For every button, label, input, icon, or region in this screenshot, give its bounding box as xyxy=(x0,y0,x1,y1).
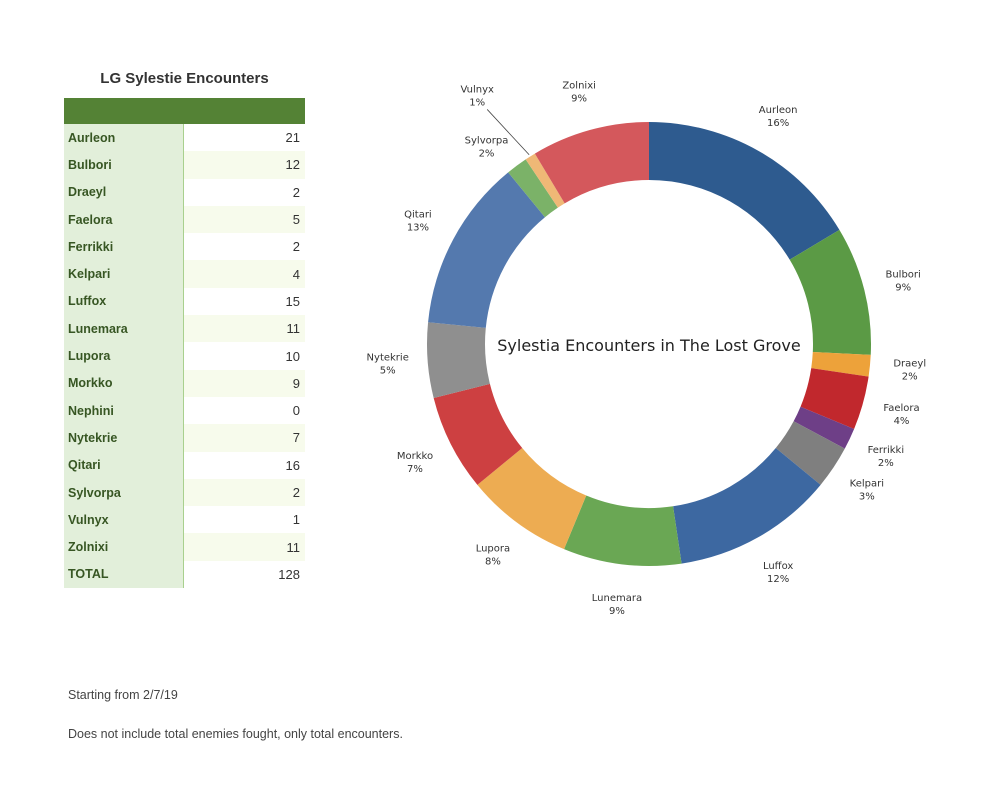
row-value: 5 xyxy=(184,205,305,234)
row-value: 11 xyxy=(184,533,305,561)
row-value: 10 xyxy=(285,348,300,364)
table-row: Vulnyx 1 xyxy=(64,506,305,534)
leader-line xyxy=(486,109,530,156)
slice-sylvorpa xyxy=(508,159,558,218)
slice-label-draeyl: Draeyl 2% xyxy=(893,359,926,383)
slice-label-zolnixi: Zolnixi 9% xyxy=(562,80,596,104)
slice-label-nytekrie: Nytekrie 5% xyxy=(367,352,409,376)
slice-label-faelora: Faelora 4% xyxy=(883,403,919,427)
slice-label-aurleon: Aurleon 16% xyxy=(759,105,798,129)
slice-label-ferrikki: Ferrikki 2% xyxy=(868,445,905,469)
table-row: Kelpari 4 xyxy=(64,260,305,288)
chart-slices xyxy=(427,122,872,566)
slice-label-sylvorpa: Sylvorpa 2% xyxy=(465,135,509,159)
row-value: 21 xyxy=(285,130,300,146)
slice-draeyl xyxy=(811,352,871,377)
row-name: Nytekrie xyxy=(64,424,184,452)
donut-chart: Aurleon 16% Bulbori 9% Draeyl 2% Faelora 4% Ferr… xyxy=(367,80,927,617)
row-value: 11 xyxy=(184,315,305,343)
table-row: Zolnixi 11 xyxy=(64,533,305,561)
slice-label-qitari: Qitari 13% xyxy=(404,209,432,233)
row-value: 16 xyxy=(285,457,300,473)
slice-label-lupora: Lupora 8% xyxy=(476,543,510,567)
slice-label-morkko: Morkko 7% xyxy=(397,451,433,475)
slice-zolnixi xyxy=(534,122,649,204)
row-value: 2 xyxy=(292,239,300,255)
row-value: 12 xyxy=(184,151,305,179)
row-name: Bulbori xyxy=(64,151,184,179)
table-row: Lupora 10 xyxy=(64,342,305,370)
slice-qitari xyxy=(428,172,545,328)
slice-kelpari xyxy=(775,421,845,485)
table-row: Aurleon 21 xyxy=(64,124,305,152)
slice-faelora xyxy=(800,368,869,429)
row-name: Morkko xyxy=(64,369,184,397)
table-row: Nephini 0 xyxy=(64,396,305,425)
row-name: Lunemara xyxy=(64,315,184,343)
slice-luffox xyxy=(673,448,821,564)
row-name: Luffox xyxy=(64,287,184,316)
slice-label-luffox: Luffox 12% xyxy=(763,561,793,585)
row-name: Vulnyx xyxy=(64,506,184,534)
row-value: 0 xyxy=(292,403,300,419)
start-date-note: Starting from 2/7/19 xyxy=(68,688,178,702)
row-name: Zolnixi xyxy=(64,533,184,561)
row-value: 2 xyxy=(292,184,300,200)
slice-lupora xyxy=(477,448,587,550)
slice-label-kelpari: Kelpari 3% xyxy=(850,479,884,503)
row-value: 7 xyxy=(184,424,305,452)
row-name: Faelora xyxy=(64,205,184,234)
slice-label-bulbori: Bulbori 9% xyxy=(885,269,920,293)
table-row: Lunemara 11 xyxy=(64,315,305,343)
encounters-table: Aurleon 21 Bulbori 12 Draeyl 2 Faelora 5 Ferrikk… xyxy=(64,124,305,589)
slice-aurleon xyxy=(649,122,840,260)
table-row: Sylvorpa 2 xyxy=(64,478,305,507)
row-name: Nephini xyxy=(64,396,184,425)
slice-label-vulnyx: Vulnyx 1% xyxy=(460,84,494,108)
row-name: Draeyl xyxy=(64,178,184,206)
row-value: 2 xyxy=(184,478,305,507)
table-row: Ferrikki 2 xyxy=(64,233,305,261)
row-name: Sylvorpa xyxy=(64,478,184,507)
row-name: Kelpari xyxy=(64,260,184,288)
slice-bulbori xyxy=(789,229,872,355)
slice-ferrikki xyxy=(793,406,855,449)
row-name: TOTAL xyxy=(64,560,184,589)
table-row: Nytekrie 7 xyxy=(64,424,305,452)
row-name: Ferrikki xyxy=(64,233,184,261)
row-value: 9 xyxy=(184,369,305,397)
table-header-bar xyxy=(64,98,305,124)
chart-labels: Aurleon 16% Bulbori 9% Draeyl 2% Faelora 4% Ferr… xyxy=(367,80,927,617)
table-row: Luffox 15 xyxy=(64,287,305,316)
table-row: Qitari 16 xyxy=(64,451,305,479)
chart-title: Sylestia Encounters in The Lost Grove xyxy=(497,336,800,355)
slice-lunemara xyxy=(564,495,682,566)
table-row: Faelora 5 xyxy=(64,205,305,234)
row-name: Lupora xyxy=(64,342,184,370)
row-name: Qitari xyxy=(64,451,184,479)
row-value: 4 xyxy=(184,260,305,288)
slice-morkko xyxy=(433,383,523,485)
row-value: 15 xyxy=(285,293,300,309)
row-name: Aurleon xyxy=(64,124,184,152)
table-row: TOTAL 128 xyxy=(64,560,305,589)
table-row: Draeyl 2 xyxy=(64,178,305,206)
slice-nytekrie xyxy=(427,322,490,398)
table-row: Bulbori 12 xyxy=(64,151,305,179)
table-title: LG Sylestie Encounters xyxy=(100,70,269,87)
row-value: 128 xyxy=(278,566,300,582)
row-value: 1 xyxy=(292,512,300,528)
description-note: Does not include total enemies fought, o… xyxy=(68,727,403,741)
table-row: Morkko 9 xyxy=(64,369,305,397)
slice-label-lunemara: Lunemara 9% xyxy=(592,593,642,617)
slice-vulnyx xyxy=(525,153,565,208)
